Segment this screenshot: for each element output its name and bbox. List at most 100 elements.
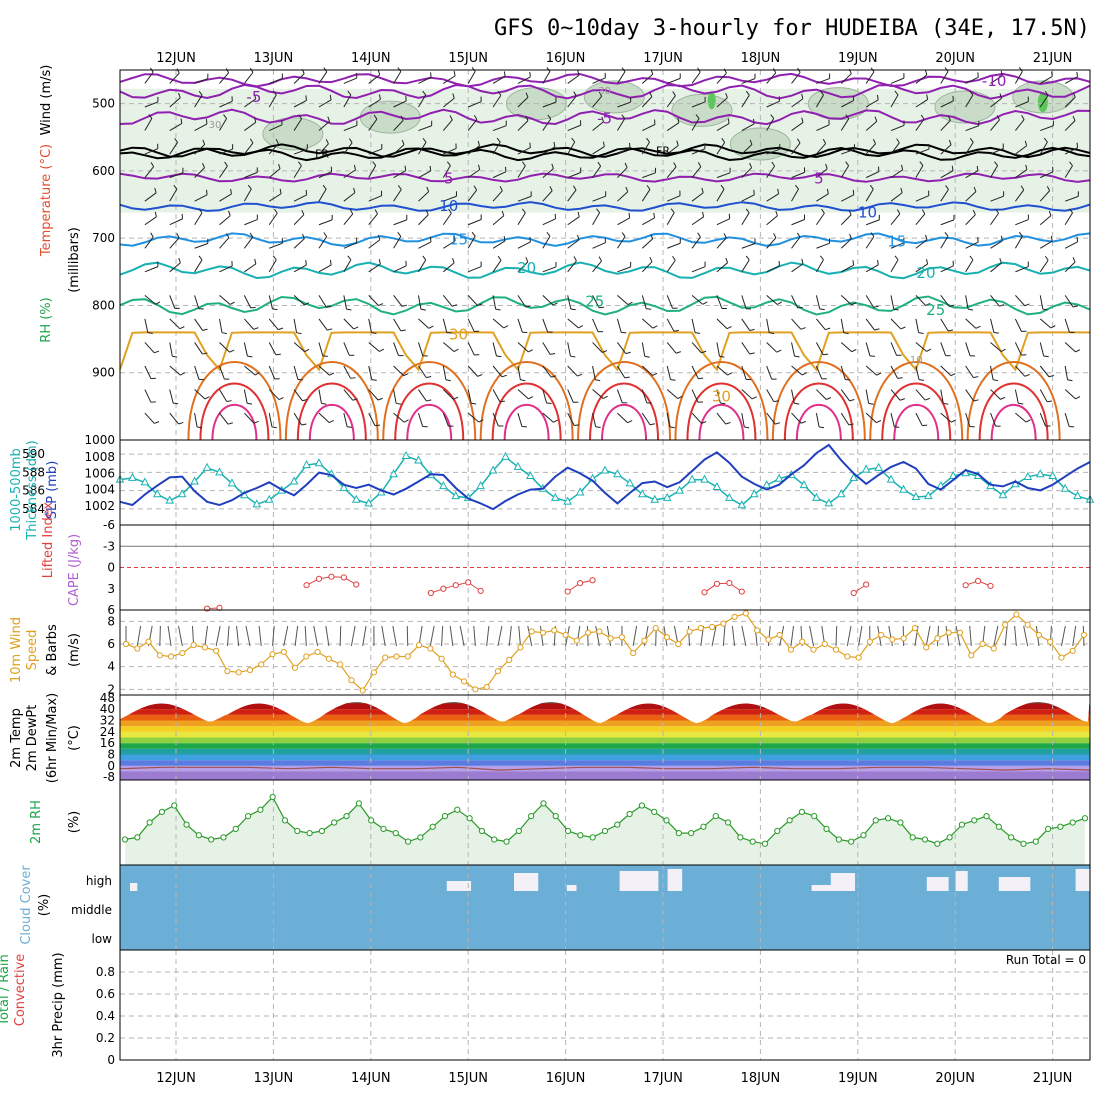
wind-tick: 2	[107, 682, 115, 696]
wind-barb	[343, 213, 354, 226]
wind-barb-flag	[628, 212, 631, 218]
wind-barb	[691, 389, 699, 403]
wind-barb-flag	[794, 402, 800, 405]
wind-barb	[169, 123, 183, 131]
cloud-block	[446, 881, 472, 891]
precip-panel: 0 0.2 0.4 0.6 0.8 Run Total = 0	[96, 949, 1091, 1067]
slp-line	[119, 443, 1091, 511]
cloud-block	[830, 873, 856, 891]
wind-barb	[368, 412, 376, 426]
wind-speed-point	[889, 636, 896, 643]
wind-barb	[766, 389, 775, 402]
wind-barb	[741, 295, 747, 309]
isotherm-label: FR	[315, 148, 329, 161]
wind-barb-flag	[371, 332, 377, 334]
side-label: (%)	[67, 811, 82, 834]
wind-barb	[691, 118, 700, 131]
wind-barb	[1039, 389, 1048, 402]
wind-barb	[667, 242, 681, 249]
wind-barb	[641, 261, 653, 273]
wind-tick: 6	[107, 637, 115, 651]
thickness-point	[438, 481, 448, 490]
wind-barb	[442, 365, 447, 380]
wind-barb	[318, 120, 330, 131]
wind-barb	[990, 295, 1000, 307]
rh-point	[1008, 834, 1015, 841]
wind-barb	[567, 412, 575, 426]
wind-barb	[542, 412, 554, 423]
wind-barb-flag	[697, 162, 702, 167]
wind-barb	[865, 99, 879, 108]
wind-barb	[716, 389, 721, 404]
thickness-point	[550, 492, 560, 501]
rh-point	[860, 832, 867, 839]
temp-tick: 0	[107, 759, 115, 773]
wind-barb	[243, 142, 254, 155]
wind-barb-flag	[147, 332, 153, 334]
wind-barb	[343, 389, 354, 401]
wind-barb	[1064, 241, 1078, 249]
wind-barb-flag	[972, 209, 976, 215]
wind-barb-flag	[1000, 348, 1006, 352]
thickness-point	[501, 451, 510, 460]
pressure-tick: 500	[92, 97, 115, 111]
rh-point	[835, 836, 842, 843]
thickness-point	[861, 464, 871, 473]
wind-barb	[965, 365, 974, 378]
wind-barb	[169, 412, 179, 425]
wind-barb	[890, 94, 899, 108]
wind-speed-point	[562, 631, 569, 639]
wind-barb	[293, 342, 305, 353]
wind-barb-flag	[553, 419, 559, 423]
wind-barb	[542, 146, 556, 155]
thickness-point	[712, 481, 722, 490]
wind-speed-point	[551, 627, 558, 634]
rh-point	[1020, 840, 1027, 847]
wind-barb	[940, 170, 954, 179]
wind-barb-flag	[1072, 92, 1076, 98]
wind-barb-flag	[180, 372, 186, 376]
wind-barb-flag	[926, 348, 932, 352]
wind-barb	[293, 99, 307, 108]
wind-barb-flag	[602, 141, 605, 147]
wind-barb	[940, 265, 954, 273]
rh-point	[638, 802, 646, 809]
wind-barb	[194, 295, 200, 309]
wind-barb-flag	[176, 68, 180, 74]
wind-barb	[243, 389, 248, 404]
wind-barb	[517, 120, 529, 131]
wind-barb-flag	[304, 302, 310, 306]
thickness-point	[600, 465, 610, 474]
wind-barb-flag	[897, 377, 903, 379]
wind-barb-flag	[925, 234, 928, 240]
surface-wind-barb	[392, 625, 397, 647]
boundary-isotherm	[966, 361, 1061, 441]
wind-barb-flag	[296, 332, 302, 335]
wind-barb	[492, 318, 505, 329]
wind-barb-flag	[999, 304, 1005, 307]
wind-barb-flag	[818, 426, 825, 429]
wind-barb-flag	[528, 396, 534, 400]
thickness-point	[451, 491, 461, 500]
wind-barb-flag	[206, 189, 208, 195]
wind-speed-point	[314, 648, 321, 656]
isotherm-line	[119, 146, 1091, 162]
temp-color-band	[120, 765, 1090, 772]
wind-barb-flag	[868, 402, 874, 405]
wind-barb-flag	[329, 372, 335, 376]
wind-barb	[766, 342, 778, 353]
wind-barb	[1040, 171, 1054, 179]
wind-panel: 2 4 6 8	[107, 609, 1091, 696]
boundary-isotherm	[795, 403, 842, 441]
surface-wind-barb	[294, 625, 299, 647]
wind-barb	[219, 294, 231, 305]
boundary-isotherm	[211, 403, 258, 441]
surface-wind-barb	[245, 625, 251, 647]
side-label: 10m Wind	[9, 617, 24, 683]
wind-barb-flag	[999, 93, 1002, 99]
wind-barb	[691, 412, 702, 424]
rh-point	[737, 834, 744, 841]
wind-barb-flag	[422, 137, 427, 143]
wind-barb	[468, 219, 482, 226]
wind-barb	[318, 318, 328, 331]
